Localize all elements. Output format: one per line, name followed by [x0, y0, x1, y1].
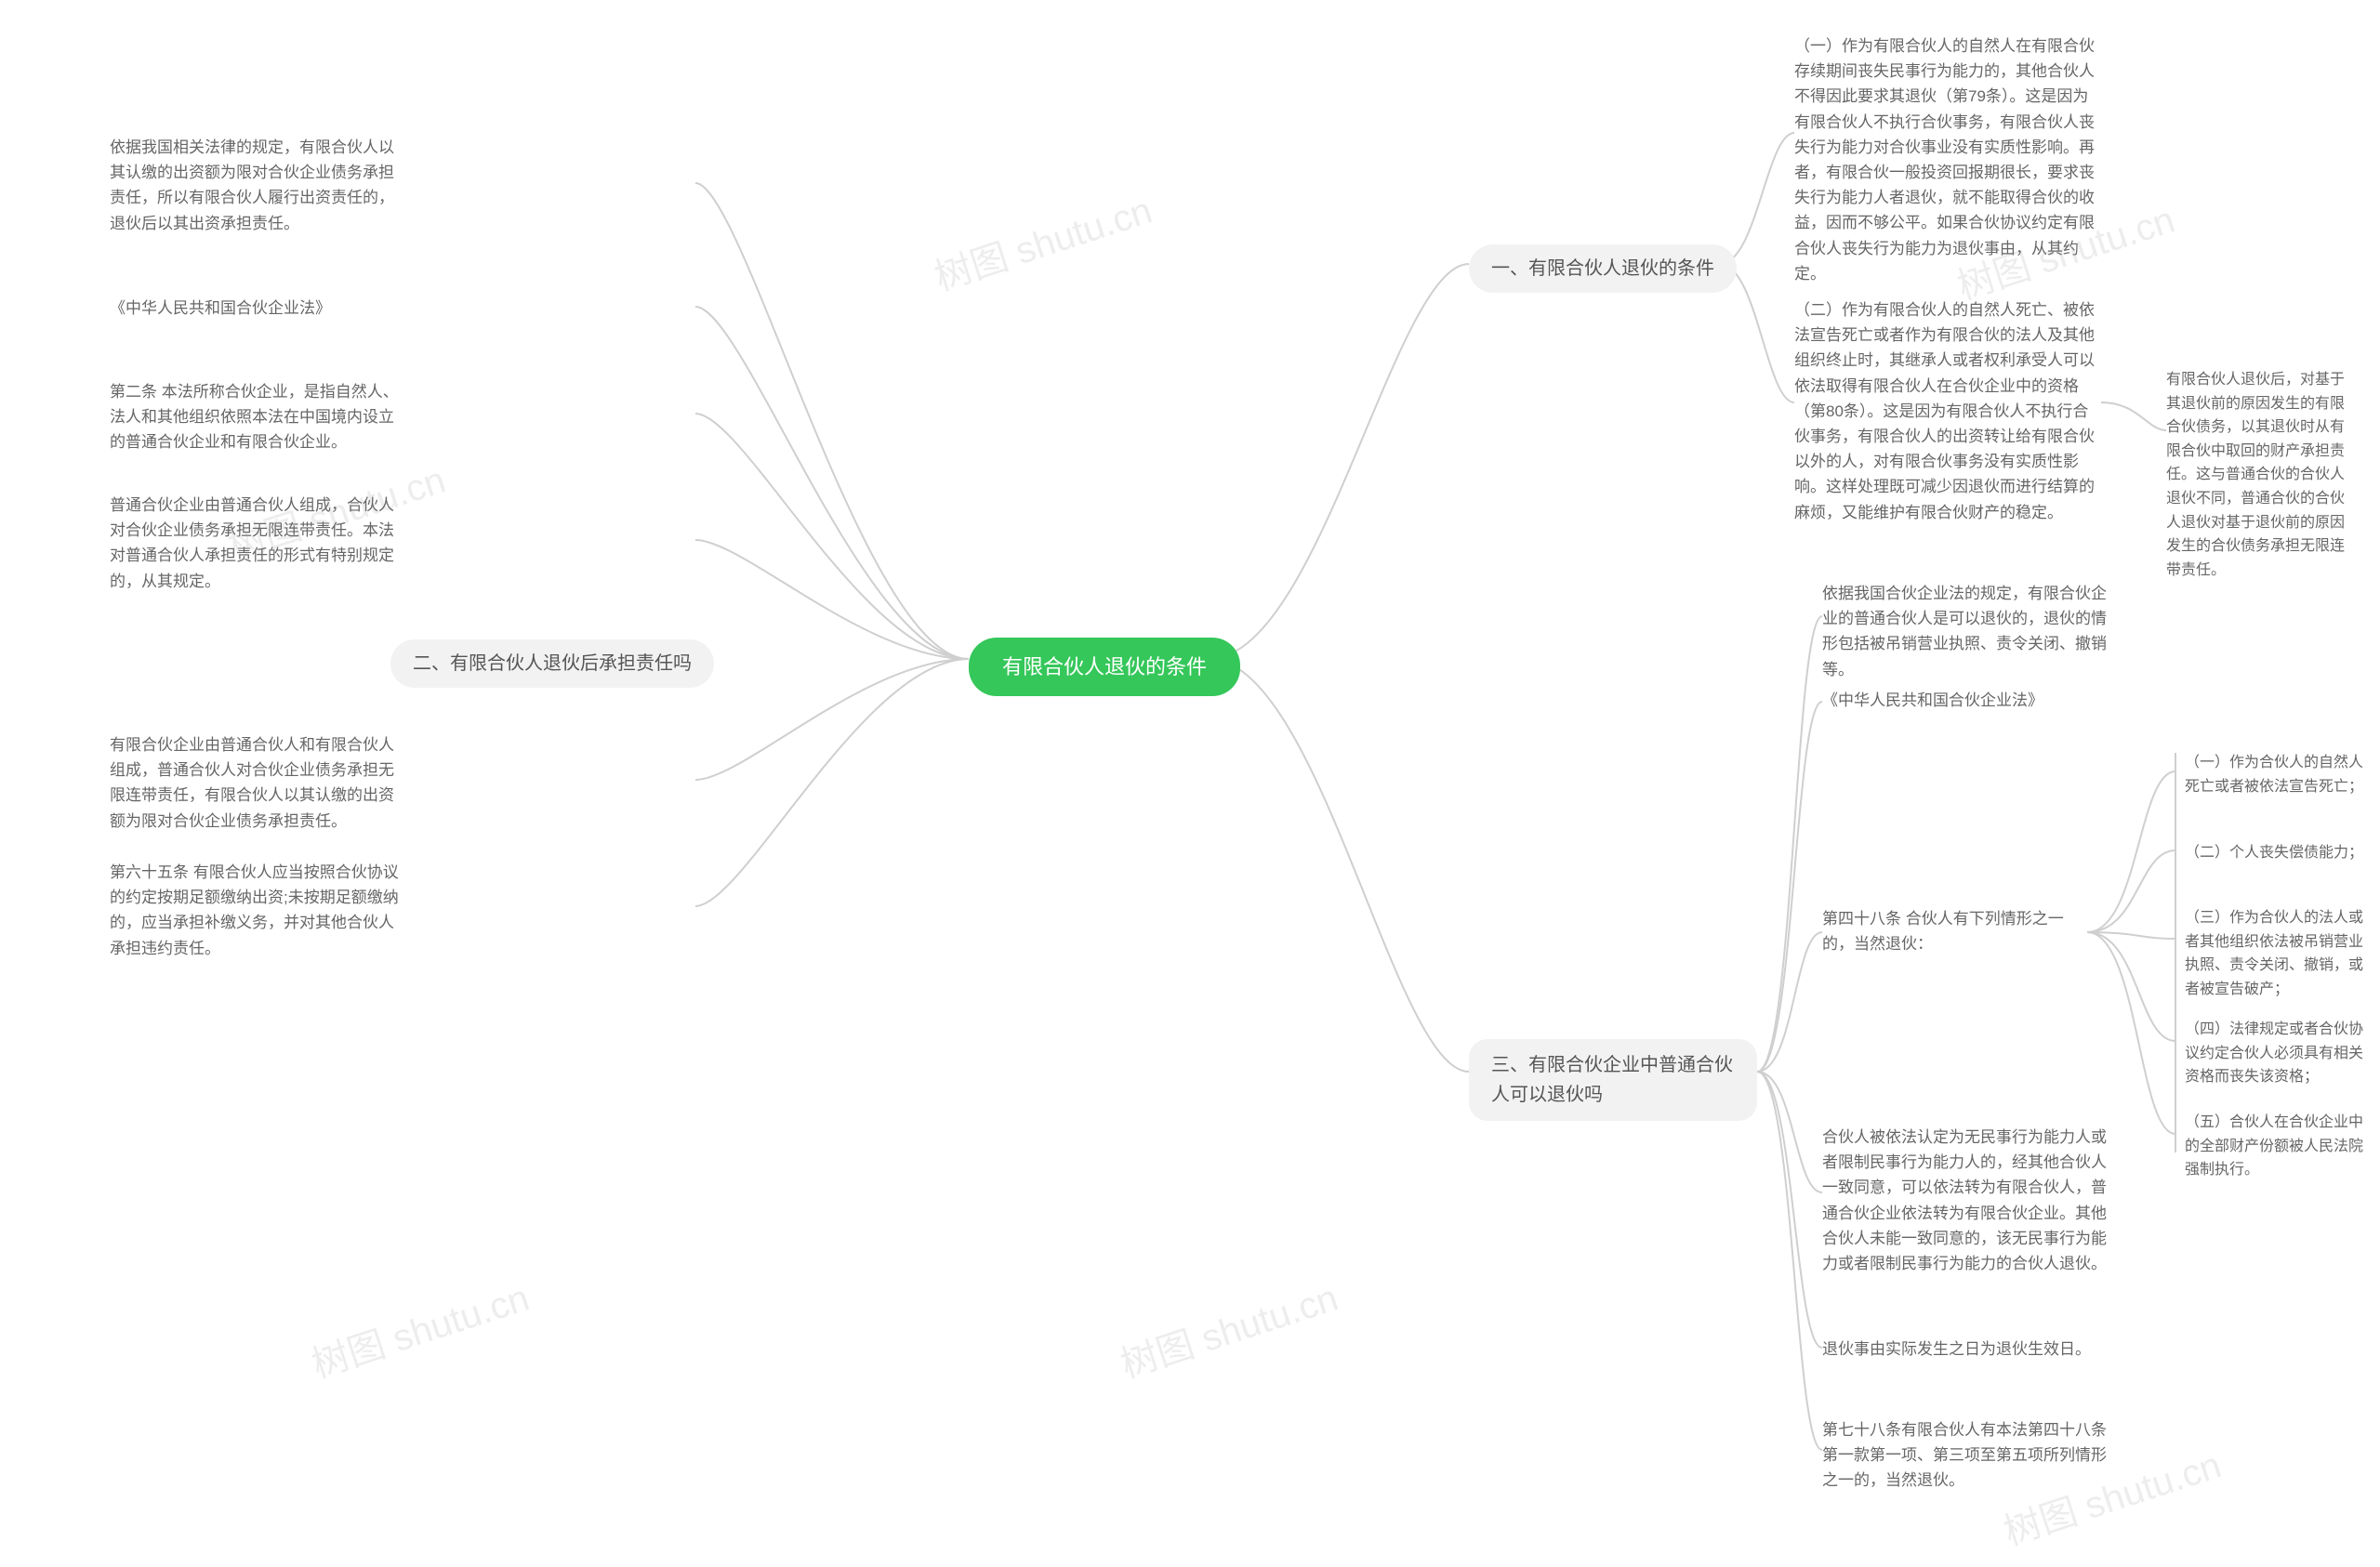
s2-leaf-5: 有限合伙企业由普通合伙人和有限合伙人组成，普通合伙人对合伙企业债务承担无限连带责… [110, 732, 407, 834]
watermark: 树图 shutu.cn [927, 180, 1157, 301]
s3-a48-i3: （三）作为合伙人的法人或者其他组织依法被吊销营业执照、责令关闭、撤销，或者被宣告… [2185, 906, 2371, 1001]
s3-leaf-2: 《中华人民共和国合伙企业法》 [1822, 688, 2120, 713]
s1-leaf-2: （二）作为有限合伙人的自然人死亡、被依法宣告死亡或者作为有限合伙的法人及其他组织… [1794, 297, 2101, 525]
s3-leaf-5: 退伙事由实际发生之日为退伙生效日。 [1822, 1337, 2120, 1362]
sub-section-2[interactable]: 二、有限合伙人退伙后承担责任吗 [390, 639, 714, 688]
s3-a48-label: 第四十八条 合伙人有下列情形之一的，当然退伙： [1822, 906, 2082, 956]
s3-a48-i4: （四）法律规定或者合伙协议约定合伙人必须具有相关资格而丧失该资格； [2185, 1018, 2371, 1089]
s3-leaf-4: 合伙人被依法认定为无民事行为能力人或者限制民事行为能力人的，经其他合伙人一致同意… [1822, 1125, 2120, 1276]
s1-leaf-right: 有限合伙人退伙后，对基于其退伙前的原因发生的有限合伙债务，以其退伙时从有限合伙中… [2166, 368, 2352, 582]
watermark: 树图 shutu.cn [1113, 1268, 1343, 1389]
s3-a48-i2: （二）个人丧失偿债能力； [2185, 841, 2371, 865]
s3-a48-i5: （五）合伙人在合伙企业中的全部财产份额被人民法院强制执行。 [2185, 1111, 2371, 1182]
s2-leaf-2: 《中华人民共和国合伙企业法》 [110, 296, 407, 321]
s2-leaf-3: 第二条 本法所称合伙企业，是指自然人、法人和其他组织依照本法在中国境内设立的普通… [110, 379, 407, 455]
s2-leaf-1: 依据我国相关法律的规定，有限合伙人以其认缴的出资额为限对合伙企业债务承担责任，所… [110, 135, 407, 236]
sub-section-3[interactable]: 三、有限合伙企业中普通合伙人可以退伙吗 [1469, 1039, 1757, 1121]
sub-section-1[interactable]: 一、有限合伙人退伙的条件 [1469, 244, 1737, 293]
s3-leaf-1: 依据我国合伙企业法的规定，有限合伙企业的普通合伙人是可以退伙的，退伙的情形包括被… [1822, 581, 2120, 682]
s2-leaf-6: 第六十五条 有限合伙人应当按照合伙协议的约定按期足额缴纳出资;未按期足额缴纳的，… [110, 860, 407, 961]
s3-a48-i1: （一）作为合伙人的自然人死亡或者被依法宣告死亡； [2185, 751, 2371, 798]
watermark: 树图 shutu.cn [304, 1268, 535, 1389]
canvas: 有限合伙人退伙的条件 二、有限合伙人退伙后承担责任吗 依据我国相关法律的规定，有… [0, 0, 2380, 1567]
root-node[interactable]: 有限合伙人退伙的条件 [969, 638, 1240, 696]
